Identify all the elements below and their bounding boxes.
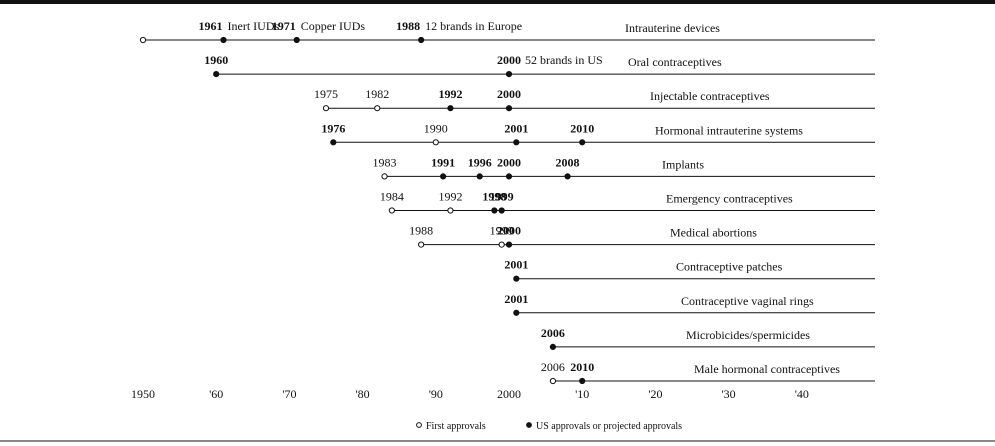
year-label: 2010 (570, 121, 594, 135)
us-approval-marker (513, 139, 520, 146)
year-label: 2000 (497, 155, 521, 169)
legend-first-marker (416, 422, 422, 428)
x-tick-label: '60 (209, 387, 223, 401)
us-approval-marker (220, 36, 227, 44)
us-approval-marker (213, 71, 220, 78)
x-tick-label: '90 (429, 387, 443, 401)
year-label: 1998 (482, 190, 506, 204)
us-approval-marker (418, 36, 425, 44)
first-approval-marker (447, 207, 454, 214)
year-label: 1971 (272, 19, 296, 33)
us-approval-marker (505, 173, 513, 180)
event-note: 12 brands in Europe (425, 19, 522, 33)
us-approval-marker (498, 207, 505, 214)
row-label: Microbicides/spermicides (686, 328, 810, 342)
us-approval-marker (579, 139, 586, 146)
year-label: 2006 (541, 360, 565, 374)
year-label: 2000 (497, 53, 521, 67)
year-label: 1996 (468, 155, 492, 169)
year-label: 1988 (396, 19, 420, 33)
year-label: 2000 (497, 87, 521, 101)
us-approval-marker (505, 241, 513, 248)
us-approval-marker (549, 343, 557, 350)
row-label: Male hormonal contraceptives (694, 362, 840, 376)
first-approval-marker (388, 207, 395, 214)
event-note: Inert IUDs (228, 19, 280, 33)
year-label: 1983 (373, 155, 397, 169)
year-label: 2001 (504, 258, 528, 272)
year-label: 1991 (431, 155, 455, 169)
year-label: 1960 (204, 53, 228, 67)
year-label: 1990 (424, 121, 448, 135)
year-label: 1961 (199, 19, 223, 33)
x-tick-label: '70 (282, 387, 296, 401)
x-tick-label: '40 (795, 387, 809, 401)
first-approval-marker (374, 105, 381, 112)
us-approval-marker (564, 173, 571, 180)
row-label: Hormonal intrauterine systems (655, 123, 803, 137)
year-label: 2010 (570, 360, 594, 374)
first-approval-marker (432, 139, 439, 146)
year-label: 1984 (380, 190, 404, 204)
legend-us-marker (526, 422, 532, 428)
us-approval-marker (447, 105, 454, 112)
row-label: Medical abortions (670, 226, 757, 240)
us-approval-marker (491, 207, 498, 214)
first-approval-marker (322, 105, 330, 112)
us-approval-marker (476, 173, 483, 180)
x-tick-label: '30 (722, 387, 736, 401)
row-label: Contraceptive vaginal rings (681, 294, 814, 308)
first-approval-marker (418, 241, 425, 248)
x-tick-label: 1950 (131, 387, 155, 401)
year-label: 1975 (314, 87, 338, 101)
event-note: 52 brands in US (525, 53, 603, 67)
us-approval-marker (440, 173, 447, 180)
x-tick-label: '10 (575, 387, 589, 401)
year-label: 1992 (438, 190, 462, 204)
us-approval-marker (513, 275, 520, 282)
us-approval-marker (293, 36, 300, 44)
year-label: 1999 (490, 190, 514, 204)
year-label: 1992 (438, 87, 462, 101)
legend-first-label: First approvals (426, 421, 486, 432)
year-label: 1988 (409, 224, 433, 238)
year-label: 2006 (541, 326, 565, 340)
first-approval-marker (381, 173, 388, 180)
us-approval-marker (513, 309, 520, 316)
row-label: Oral contraceptives (628, 55, 722, 69)
first-approval-marker (549, 377, 557, 385)
x-tick-label: '80 (356, 387, 370, 401)
x-tick-label: 2000 (497, 387, 521, 401)
first-approval-marker (498, 241, 505, 248)
year-label: 1982 (365, 87, 389, 101)
row-label: Contraceptive patches (676, 260, 783, 274)
event-note: Copper IUDs (301, 19, 366, 33)
year-label: 1976 (321, 121, 345, 135)
year-label: 2001 (504, 292, 528, 306)
legend-us-label: US approvals or projected approvals (536, 421, 682, 432)
row-label: Injectable contraceptives (650, 89, 770, 103)
origin-marker (139, 36, 147, 44)
year-label: 2001 (504, 121, 528, 135)
row-label: Emergency contraceptives (666, 192, 793, 206)
top-rule (0, 0, 995, 4)
us-approval-marker (505, 71, 513, 78)
year-label: 1999 (490, 224, 514, 238)
us-approval-marker (330, 139, 337, 146)
row-label: Intrauterine devices (625, 21, 720, 35)
us-approval-marker (579, 377, 586, 385)
row-label: Implants (662, 157, 704, 171)
year-label: 2008 (556, 155, 580, 169)
us-approval-marker (505, 105, 513, 112)
year-label: 2000 (497, 224, 521, 238)
x-tick-label: '20 (648, 387, 662, 401)
